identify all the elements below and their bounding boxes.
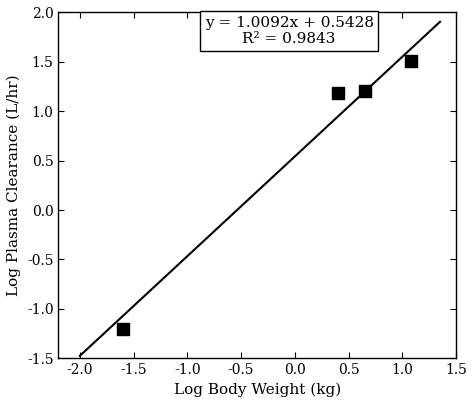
X-axis label: Log Body Weight (kg): Log Body Weight (kg) (173, 383, 341, 397)
Point (407, 58, 415, 64)
Y-axis label: Log Plasma Clearance (L/hr): Log Plasma Clearance (L/hr) (7, 74, 21, 296)
Text: y = 1.0092x + 0.5428
R² = 0.9843: y = 1.0092x + 0.5428 R² = 0.9843 (205, 16, 374, 46)
Point (361, 88, 369, 95)
Point (119, 325, 127, 332)
Point (334, 90, 342, 97)
